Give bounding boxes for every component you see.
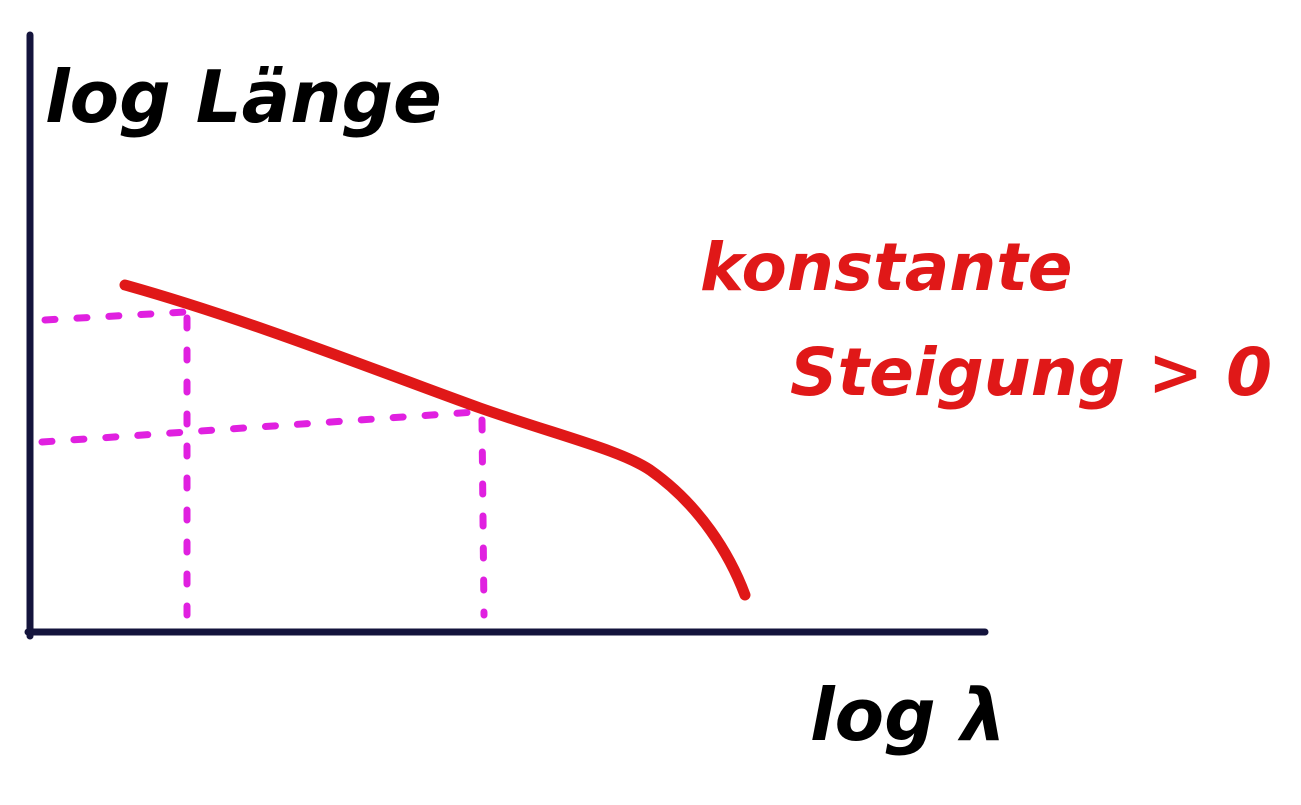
guide-horizontal — [41, 308, 189, 324]
annotation-line: konstante — [700, 229, 1073, 306]
guide-lines — [38, 308, 488, 619]
annotation-line: Steigung > 0 — [790, 334, 1272, 411]
guide-horizontal — [38, 408, 479, 446]
guide-vertical — [478, 416, 488, 619]
y-axis-label: log Länge — [45, 55, 442, 139]
x-axis-label: log λ — [810, 673, 1006, 757]
curve — [119, 279, 751, 601]
